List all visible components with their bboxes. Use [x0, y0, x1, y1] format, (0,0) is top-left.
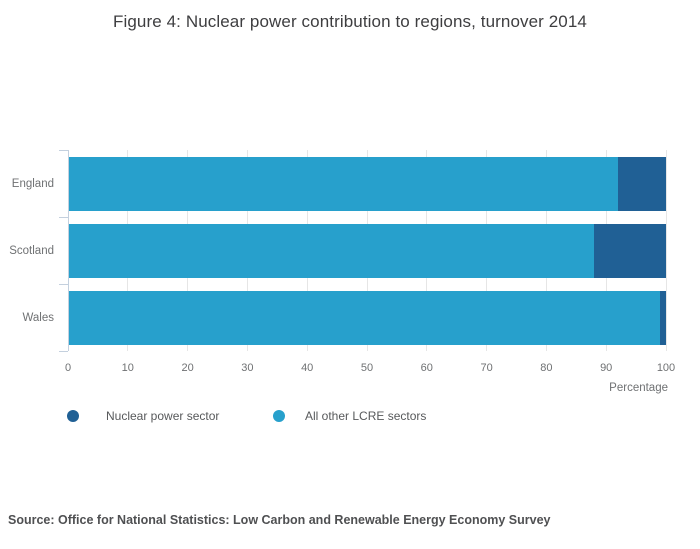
- legend-label-nuclear: Nuclear power sector: [106, 409, 220, 423]
- x-tick-label-90: 90: [600, 362, 613, 374]
- x-tick-label-10: 10: [121, 362, 134, 374]
- bar-segment-wales-other: [68, 290, 660, 345]
- chart-title: Figure 4: Nuclear power contribution to …: [113, 12, 587, 31]
- x-axis-title: Percentage: [609, 382, 668, 394]
- source-note: Source: Office for National Statistics: …: [8, 513, 551, 527]
- legend-swatch-nuclear: [67, 410, 79, 422]
- y-axis-line: [68, 150, 69, 351]
- x-tick-label-0: 0: [64, 362, 72, 374]
- x-tick-label-70: 70: [480, 362, 493, 374]
- bar-segment-scotland-nuclear: [594, 223, 666, 278]
- category-label-scotland: Scotland: [9, 244, 54, 257]
- bar-segment-england-other: [68, 156, 619, 211]
- y-axis-tick: [59, 217, 68, 218]
- y-axis-tick: [59, 284, 68, 285]
- bar-segment-scotland-other: [68, 223, 595, 278]
- x-tick-label-100: 100: [656, 362, 676, 374]
- x-tick-label-20: 20: [181, 362, 194, 374]
- category-label-england: England: [11, 177, 54, 190]
- bar-segment-wales-nuclear: [660, 290, 666, 345]
- bar-segment-england-nuclear: [618, 156, 666, 211]
- x-tick-label-30: 30: [241, 362, 254, 374]
- y-axis-tick: [59, 351, 68, 352]
- x-tick-label-50: 50: [360, 362, 374, 374]
- legend-swatch-other: [273, 410, 285, 422]
- gridline-100: [665, 150, 667, 351]
- x-tick-label-80: 80: [540, 362, 553, 374]
- category-label-wales: Wales: [22, 311, 54, 324]
- legend-label-other: All other LCRE sectors: [305, 409, 427, 423]
- x-tick-label-60: 60: [420, 362, 433, 374]
- y-axis-tick: [59, 150, 68, 151]
- x-tick-label-40: 40: [301, 362, 314, 374]
